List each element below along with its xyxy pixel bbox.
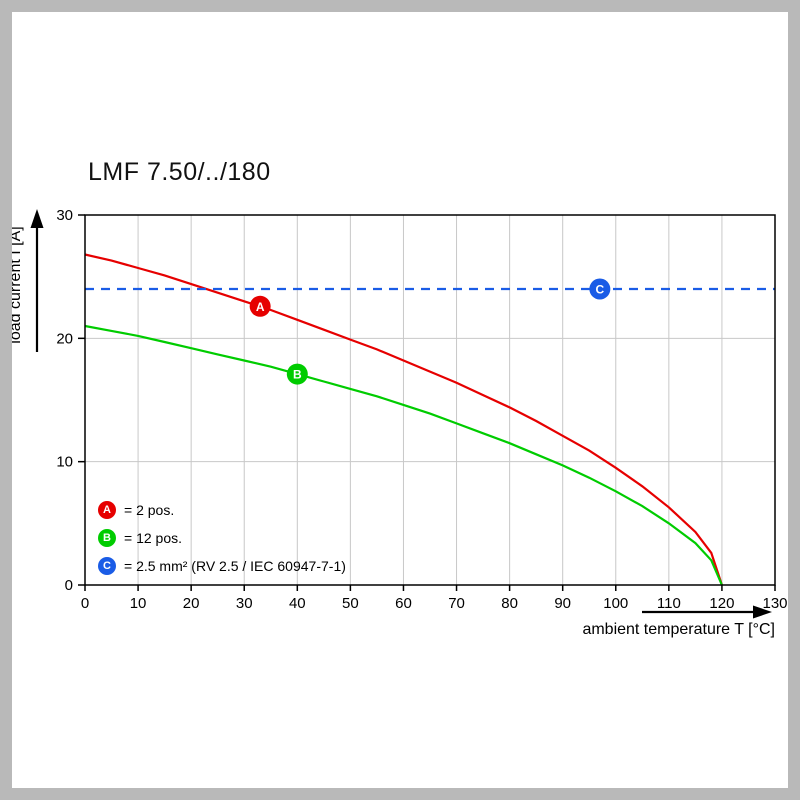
x-tick-label: 0 [81, 595, 89, 612]
legend-label-b: = 12 pos. [124, 530, 182, 546]
x-axis-label: ambient temperature T [°C] [582, 621, 775, 638]
x-tick-label: 100 [603, 595, 628, 612]
marker-a [249, 295, 271, 317]
x-tick-label: 80 [501, 595, 518, 612]
x-tick-label: 40 [289, 595, 306, 612]
x-tick-label: 10 [130, 595, 147, 612]
legend-label-c: = 2.5 mm² (RV 2.5 / IEC 60947-7-1) [124, 558, 346, 574]
legend-item-a: A = 2 pos. [98, 496, 346, 524]
x-tick-label: 30 [236, 595, 253, 612]
marker-b [286, 363, 308, 385]
y-axis-arrowhead-icon [30, 209, 44, 228]
x-tick-label: 130 [762, 595, 787, 612]
marker-c [589, 278, 611, 300]
legend-item-c: C = 2.5 mm² (RV 2.5 / IEC 60947-7-1) [98, 552, 346, 580]
x-tick-label: 60 [395, 595, 412, 612]
legend-marker-a: A [98, 501, 116, 519]
marker-letter-a: A [256, 300, 265, 314]
y-tick-label: 30 [56, 207, 73, 224]
marker-letter-b: B [293, 368, 302, 382]
x-tick-label: 110 [657, 595, 681, 612]
legend-marker-b: B [98, 529, 116, 547]
y-tick-label: 20 [56, 330, 73, 347]
marker-letter-c: C [596, 283, 605, 297]
x-tick-label: 20 [183, 595, 200, 612]
y-axis-label: load current I [A] [7, 226, 24, 344]
legend: A = 2 pos. B = 12 pos. C = 2.5 mm² (RV 2… [98, 496, 346, 580]
x-axis-arrowhead-icon [753, 605, 772, 619]
legend-marker-c: C [98, 557, 116, 575]
x-tick-label: 120 [709, 595, 734, 612]
legend-item-b: B = 12 pos. [98, 524, 346, 552]
x-tick-label: 70 [448, 595, 465, 612]
chart-title: LMF 7.50/../180 [88, 158, 271, 186]
curve-a [84, 253, 723, 586]
legend-label-a: = 2 pos. [124, 502, 175, 518]
y-tick-label: 0 [65, 577, 73, 594]
x-tick-label: 50 [342, 595, 359, 612]
x-tick-label: 90 [554, 595, 571, 612]
plot-border [84, 214, 776, 586]
y-tick-label: 10 [56, 454, 73, 471]
curve-b [84, 324, 723, 586]
